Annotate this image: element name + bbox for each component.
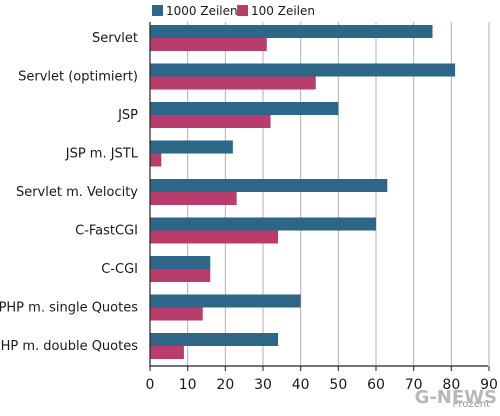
category-label-7: PHP m. single Quotes [0,301,138,316]
bar-series1-8 [150,333,279,346]
category-label-1: Servlet (optimiert) [18,70,138,85]
bar-series1-2 [150,102,339,115]
bar-series2-6 [150,269,211,282]
bar-series2-8 [150,346,184,359]
legend-swatch-0 [152,5,163,16]
tick-label-20: 20 [216,377,234,393]
category-label-8: PHP m. double Quotes [0,339,138,354]
bar-series2-3 [150,153,162,167]
tick-label-70: 70 [405,377,423,393]
bar-series1-3 [150,140,233,154]
watermark-logo: G-NEWS [415,387,497,408]
bar-series1-0 [150,25,433,38]
tick-label-0: 0 [146,377,155,393]
category-label-6: C-CGI [101,262,138,277]
category-labels: Servlet Servlet (optimiert) JSP JSP m. JSTL… [0,31,139,354]
legend-label-1: 100 Zeilen [251,4,315,18]
x-axis-label: Prozent [452,399,490,410]
category-label-3: JSP m. JSTL [65,147,139,162]
legend-label-0: 1000 Zeilen [166,4,238,18]
bar-series2-1 [150,76,316,90]
legend: 1000 Zeilen 100 Zeilen [152,4,315,18]
bar-series1-4 [150,179,388,192]
category-label-2: JSP [117,108,138,123]
bar-series2-2 [150,115,271,128]
category-label-4: Servlet m. Velocity [16,185,138,200]
bar-series2-4 [150,192,237,205]
category-label-5: C-FastCGI [75,224,138,239]
tick-label-90: 90 [480,377,498,393]
tick-label-80: 80 [442,377,460,393]
tick-label-40: 40 [292,377,310,393]
bar-series2-7 [150,307,203,321]
tick-label-60: 60 [367,377,385,393]
bar-series1-5 [150,217,376,231]
bar-series2-5 [150,230,279,244]
x-ticks: 0 10 20 30 40 50 60 70 80 90 [146,366,498,393]
tick-label-10: 10 [179,377,197,393]
bar-series1-6 [150,256,211,269]
bar-series2-0 [150,38,267,51]
bar-series1-1 [150,63,456,77]
category-label-0: Servlet [92,31,138,46]
bars [150,25,456,359]
legend-swatch-1 [237,5,248,16]
tick-label-30: 30 [254,377,272,393]
tick-label-50: 50 [329,377,347,393]
bar-series1-7 [150,294,301,308]
